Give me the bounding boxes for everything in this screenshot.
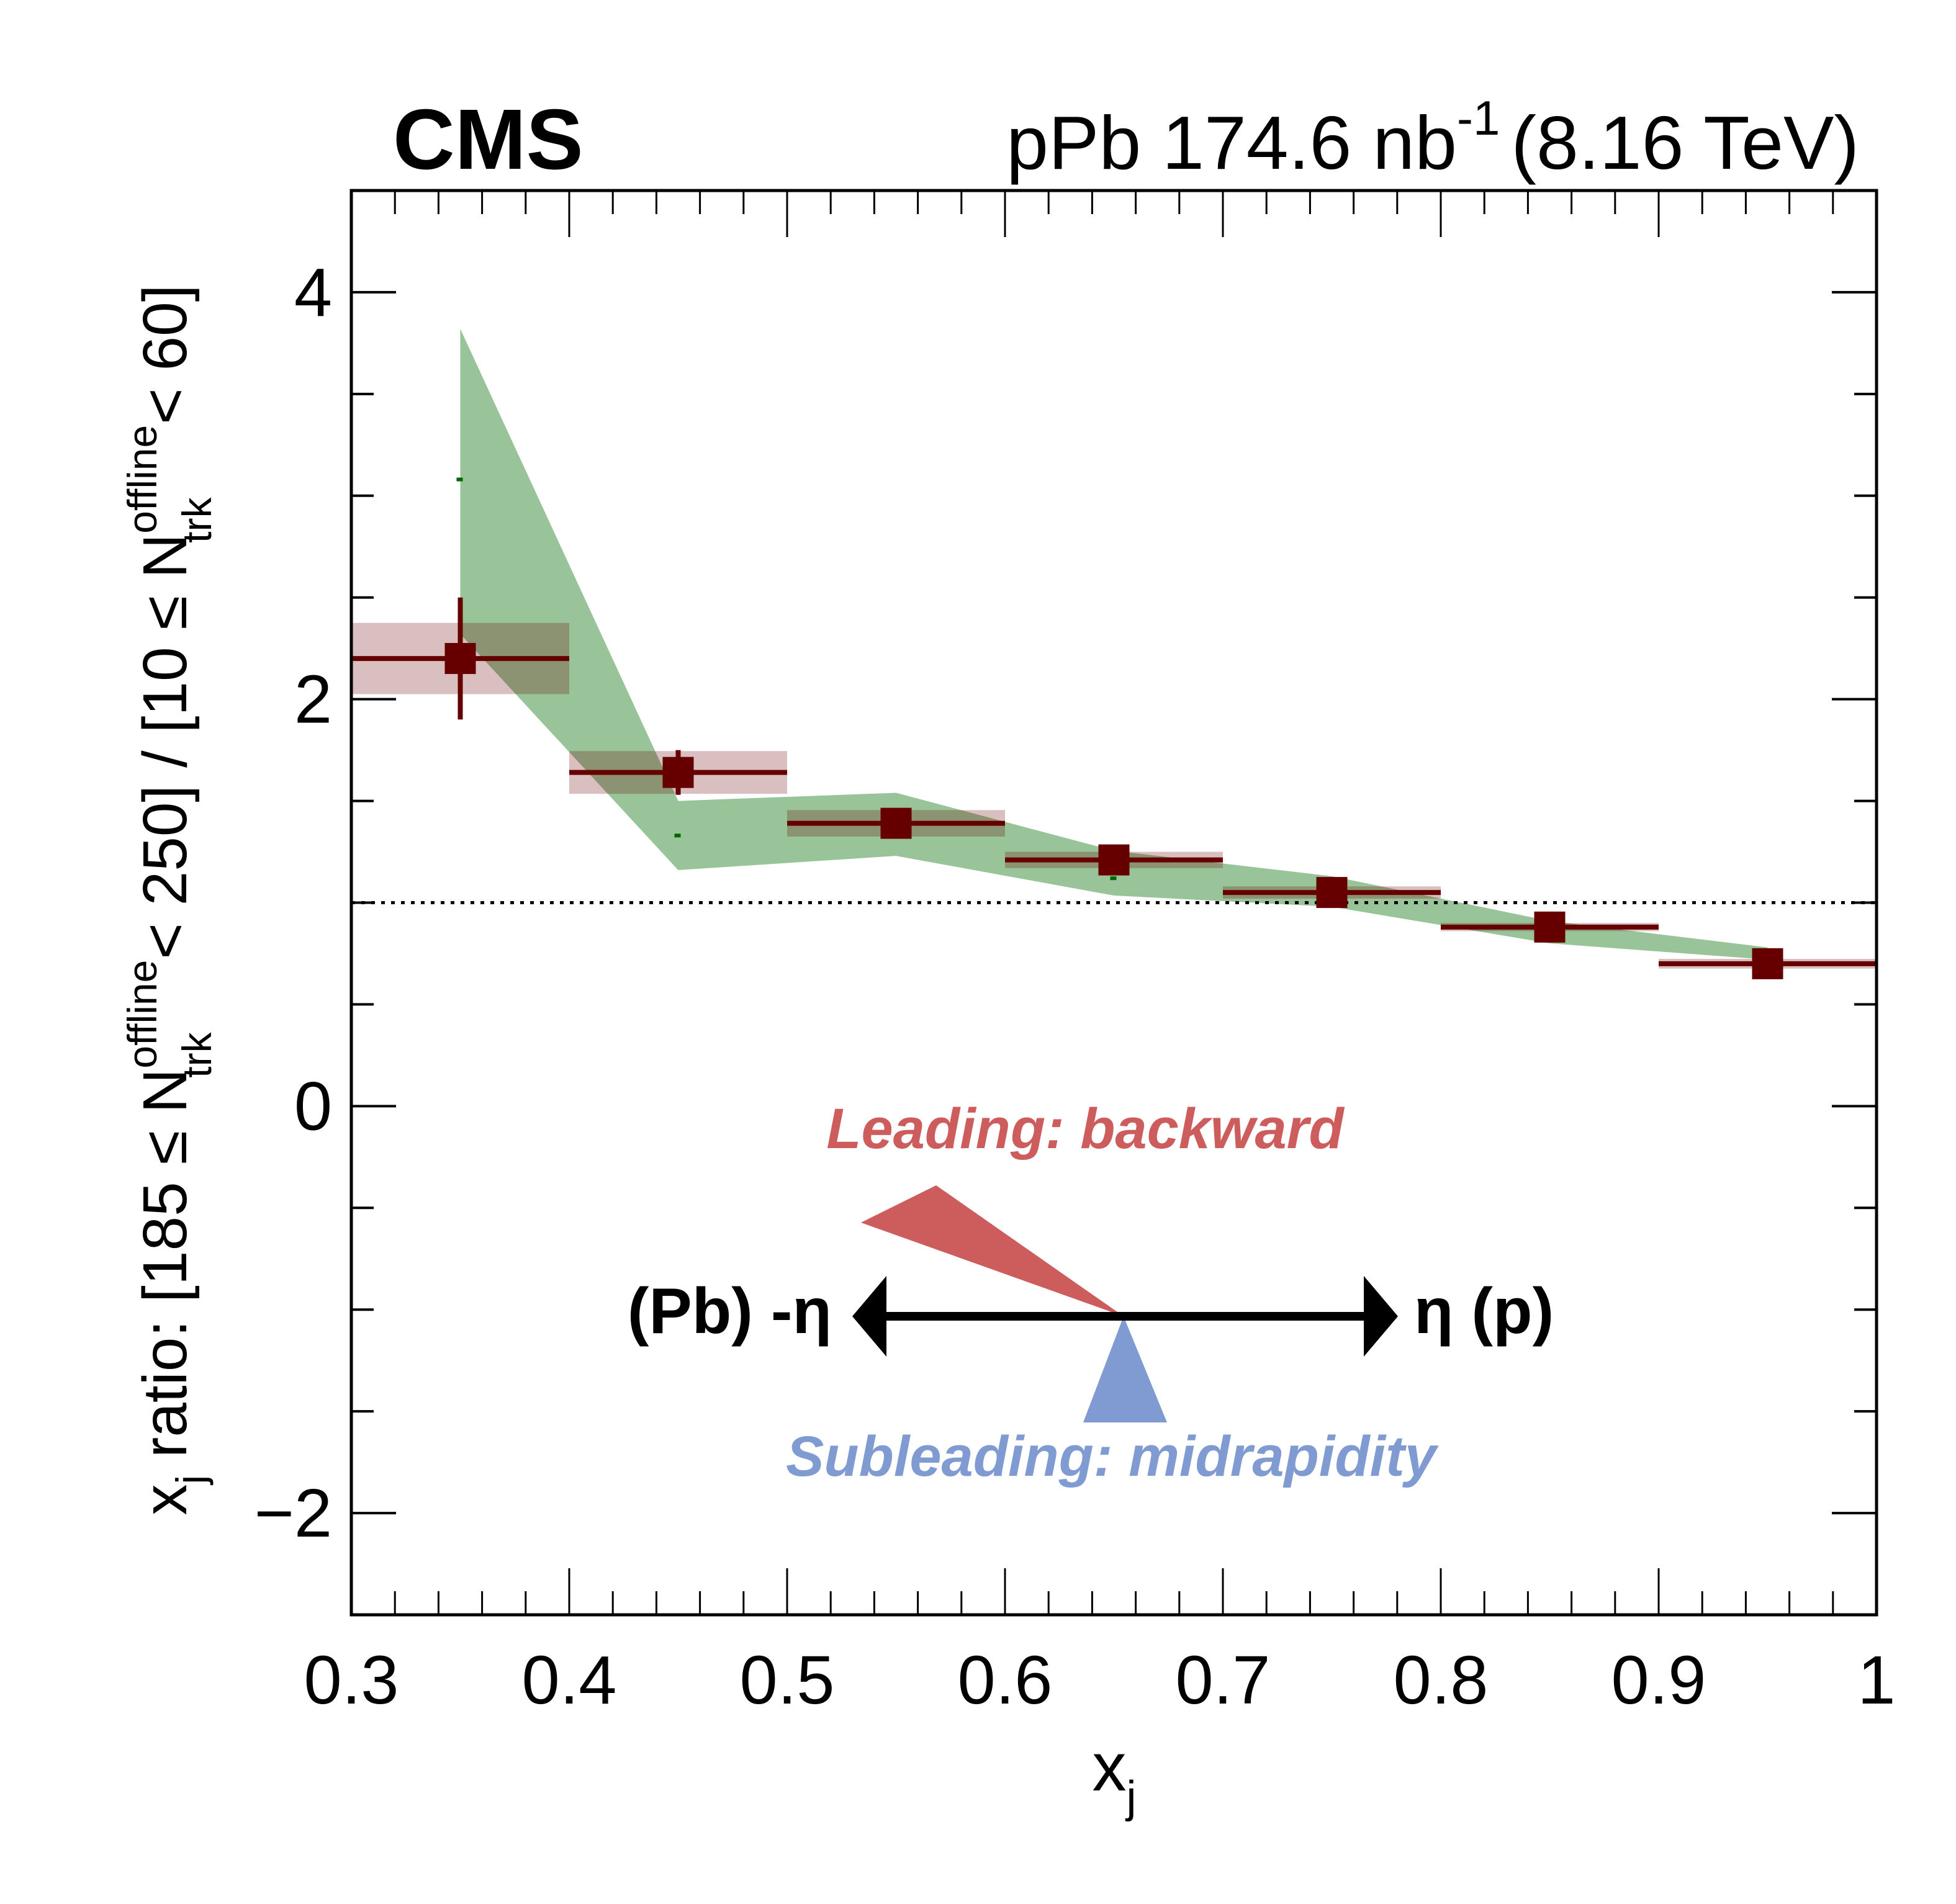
subleading-label: Subleading: midrapidity [786,1425,1439,1488]
x-tick-label: 0.8 [1394,1642,1489,1718]
x-tick-label: 0.9 [1611,1642,1706,1718]
y-title-part1: ratio: [185 ≤ N [130,1069,200,1475]
data-point-marker [1316,877,1348,909]
energy-label: (8.16 TeV) [1511,101,1859,185]
data-point-marker [880,807,912,839]
y-tick-label: 2 [294,662,332,738]
data-point-marker [1752,948,1783,979]
leading-label: Leading: backward [826,1097,1345,1161]
axes [349,189,1878,1617]
y-tick-label: 0 [294,1068,332,1144]
model-band [460,328,1768,960]
leading-jet-cone-icon [861,1185,1124,1316]
tick-labels: 0.3 0.4 0.5 0.6 0.7 0.8 0.9 1 −2 0 2 4 [255,254,1896,1718]
arrow-right-icon [1364,1276,1398,1357]
y-title-part2: < 250] / [10 ≤ N [130,534,200,977]
experiment-label: CMS [393,92,584,187]
arrow-left-icon [852,1276,886,1357]
p-direction-label: η (p) [1414,1275,1554,1347]
y-title-sup2: offline [119,425,165,534]
data-point-marker [1098,844,1130,876]
x-tick-label: 1 [1857,1642,1895,1718]
data-point-marker [444,643,476,675]
y-title-part3: < 60] [130,285,200,442]
x-axis-title-sub: j [1125,1772,1137,1822]
y-title-sup1: offline [119,960,165,1069]
x-axis-title: xj [1093,1729,1137,1822]
luminosity-energy-label: pPb 174.6 nb-1 (8.16 TeV) [1006,91,1859,185]
model-central-marker [456,477,463,482]
model-central-marker [1110,876,1117,881]
x-axis-title-main: x [1093,1729,1127,1805]
x-tick-label: 0.6 [958,1642,1053,1718]
x-tick-label: 0.3 [304,1642,399,1718]
rapidity-diagram: Leading: backward (Pb) -η η (p) Subleadi… [628,1097,1554,1488]
y-tick-label: −2 [255,1475,332,1551]
lumi-exponent: -1 [1457,91,1500,145]
y-title-x-sub: j [168,1475,214,1486]
data-points-layer [351,597,1877,979]
y-title-x: x [130,1484,200,1516]
x-tick-label: 0.5 [740,1642,835,1718]
y-tick-label: 4 [294,254,332,331]
y-title-sub1: trk [174,1031,220,1077]
model-central-marker [674,833,681,838]
lumi-prefix: pPb 174.6 nb [1006,101,1457,185]
y-axis-title: xj ratio: [185 ≤ Noffline trk < 250] / [1… [119,285,220,1516]
subleading-jet-cone-icon [1083,1316,1167,1422]
x-tick-label: 0.4 [522,1642,617,1718]
model-band-layer [456,328,1768,960]
y-title-sub2: trk [174,496,220,542]
x-tick-label: 0.7 [1176,1642,1271,1718]
data-point-marker [1534,911,1566,943]
pb-direction-label: (Pb) -η [628,1275,832,1347]
data-point-marker [662,757,694,788]
